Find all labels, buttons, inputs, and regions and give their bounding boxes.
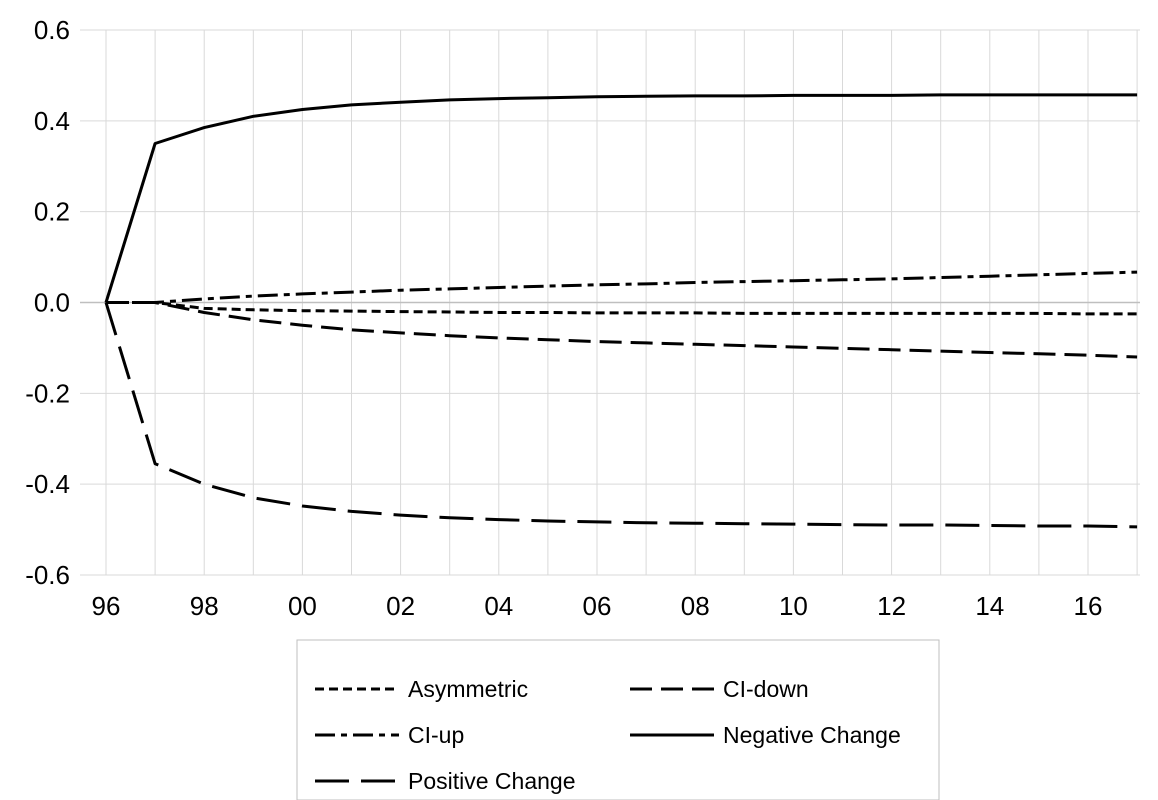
x-tick-label: 98 [190,591,219,621]
x-tick-label: 96 [92,591,121,621]
series-line-negative-change [104,93,1138,303]
y-tick-label: -0.2 [25,378,70,408]
y-axis-tick-labels: 0.6 0.4 0.2 0.0 -0.2 -0.4 -0.6 [25,15,70,590]
x-tick-label: 10 [779,591,808,621]
y-tick-label: 0.4 [34,106,70,136]
x-tick-label: 00 [288,591,317,621]
legend-label-positive-change: Positive Change [408,768,576,794]
y-tick-label: 0.6 [34,15,70,45]
x-tick-label: 14 [975,591,1004,621]
legend-label-ci-down: CI-down [723,676,809,702]
series-lines [104,93,1138,529]
series-line-asymmetric [106,301,1138,316]
y-tick-label: 0.0 [34,288,70,318]
legend-box [296,639,940,800]
y-tick-label: 0.2 [34,197,70,227]
legend-label-negative-change: Negative Change [723,722,901,748]
x-tick-label: 12 [877,591,906,621]
x-tick-label: 02 [386,591,415,621]
series-line-ci-down [106,301,1138,359]
series-line-positive-change [104,302,1138,529]
legend: Asymmetric CI-down CI-up Negative Change Pos… [296,639,940,800]
x-tick-label: 04 [484,591,513,621]
y-tick-label: -0.4 [25,469,70,499]
y-tick-label: -0.6 [25,560,70,590]
legend-label-ci-up: CI-up [408,722,464,748]
x-tick-label: 08 [681,591,710,621]
x-tick-label: 06 [583,591,612,621]
x-axis-tick-labels: 96 98 00 02 04 06 08 10 12 14 16 [92,591,1103,621]
series-line-ci-up [106,270,1138,304]
legend-label-asymmetric: Asymmetric [408,676,528,702]
x-tick-label: 16 [1074,591,1103,621]
